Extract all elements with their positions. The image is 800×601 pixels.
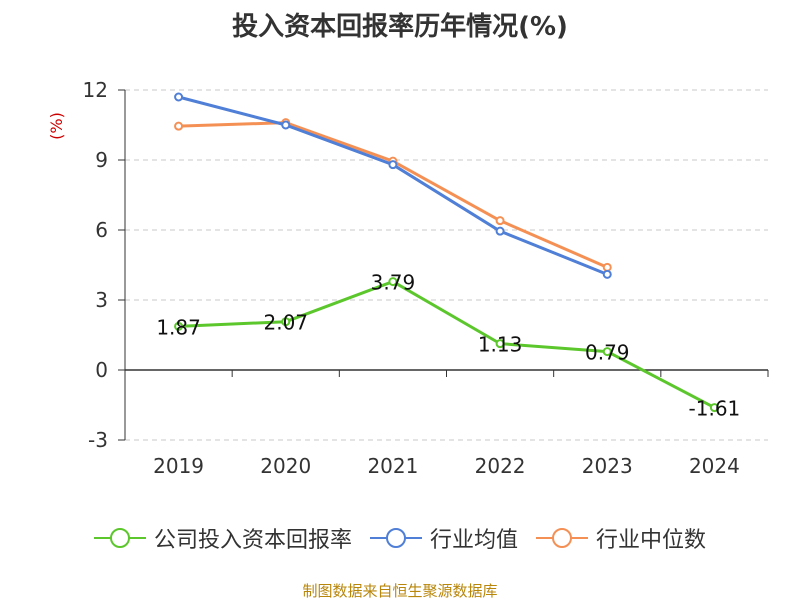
series-line-0	[178, 280, 716, 409]
data-point-1	[388, 160, 398, 170]
legend-label-industry-mean: 行业均值	[429, 528, 518, 553]
series-line-2	[178, 121, 608, 269]
data-point-1	[602, 269, 612, 279]
legend-marker-orange-icon	[536, 528, 588, 548]
data-label: 3.79	[371, 271, 416, 295]
data-point-2	[495, 216, 505, 226]
legend-item-industry-median[interactable]: 行业中位数	[536, 522, 706, 554]
data-point-0	[495, 339, 505, 349]
source-note: 制图数据来自恒生聚源数据库	[302, 582, 498, 600]
x-tick-label: 2022	[475, 454, 526, 478]
data-label: -1.61	[689, 397, 741, 421]
legend-marker-blue-icon	[369, 528, 422, 548]
data-point-0	[709, 403, 719, 413]
y-tick-label: 3	[95, 288, 108, 312]
y-axis-label: (%)	[47, 112, 66, 140]
data-point-1	[281, 120, 291, 130]
data-point-1	[174, 92, 184, 102]
y-tick-label: -3	[88, 428, 108, 452]
chart-title: 投入资本回报率历年情况(%)	[232, 12, 568, 42]
data-label: 0.79	[585, 341, 630, 365]
legend: 公司投入资本回报率 行业均值 行业中位数	[0, 522, 800, 554]
x-tick-label: 2021	[367, 454, 418, 478]
x-tick-label: 2020	[260, 454, 311, 478]
legend-label-company-roic: 公司投入资本回报率	[153, 528, 352, 553]
data-point-0	[174, 321, 184, 331]
data-point-2	[602, 262, 612, 272]
data-point-2	[174, 121, 184, 131]
data-point-1	[495, 226, 505, 236]
data-point-0	[602, 347, 612, 357]
x-tick-label: 2023	[582, 454, 633, 478]
x-tick-label: 2019	[153, 454, 204, 478]
data-label: 1.13	[478, 333, 523, 357]
y-tick-label: 0	[95, 358, 108, 382]
legend-item-industry-mean[interactable]: 行业均值	[369, 522, 518, 554]
legend-label-industry-median: 行业中位数	[596, 528, 707, 553]
data-point-0	[388, 277, 398, 287]
data-point-0	[281, 317, 291, 327]
x-tick-label: 2024	[689, 454, 740, 478]
legend-marker-green-icon	[93, 528, 146, 548]
y-tick-label: 6	[95, 218, 108, 242]
legend-item-company-roic[interactable]: 公司投入资本回报率	[93, 522, 352, 554]
data-label: 2.07	[263, 311, 308, 335]
y-tick-label: 9	[95, 148, 108, 172]
y-tick-label: 12	[83, 78, 108, 102]
data-label: 1.87	[156, 315, 201, 339]
